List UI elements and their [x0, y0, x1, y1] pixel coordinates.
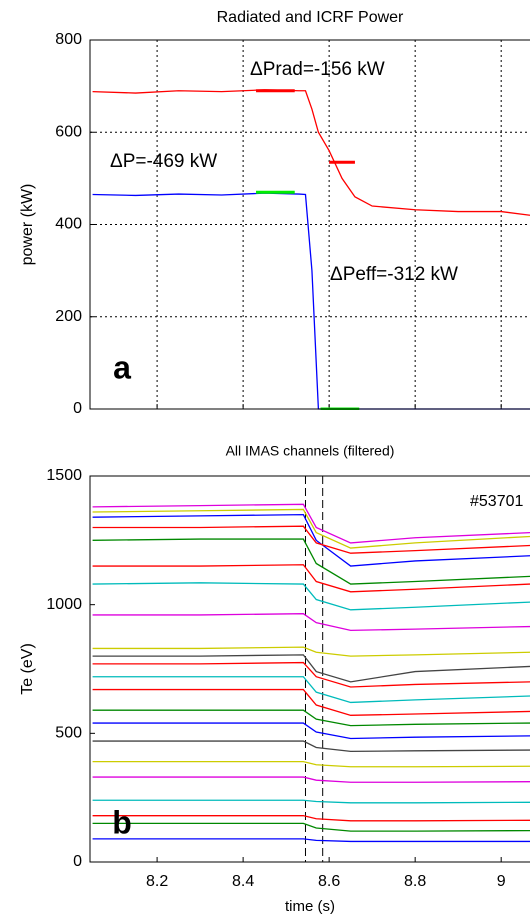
x-tick-label: 8.8 — [404, 873, 426, 890]
y-tick-label: 0 — [73, 400, 82, 417]
series-line — [92, 760, 530, 768]
plot-area — [92, 476, 530, 862]
chart-title: All IMAS channels (filtered) — [226, 443, 395, 459]
series-line — [92, 538, 530, 585]
plot-frame — [89, 39, 530, 410]
panel-label: a — [113, 349, 131, 385]
series-line — [92, 722, 530, 740]
series-line — [92, 676, 530, 704]
y-tick-label: 200 — [55, 308, 82, 325]
series-line — [92, 89, 530, 216]
y-tick-label: 0 — [73, 853, 82, 870]
series-line — [92, 838, 530, 843]
plot-frame — [89, 475, 530, 863]
x-tick-label: 8.2 — [146, 873, 168, 890]
series-line — [92, 192, 530, 410]
series-line — [92, 503, 530, 544]
y-axis-label: power (kW) — [19, 184, 36, 266]
series-line — [92, 564, 530, 593]
legend-label: ΔP=-469 kW — [110, 151, 217, 172]
series-line — [92, 709, 530, 727]
y-tick-label: 1500 — [46, 467, 82, 484]
series-line — [92, 613, 530, 632]
y-tick-label: 600 — [55, 123, 82, 140]
y-axis-label: Te (eV) — [19, 643, 36, 695]
panel-label: b — [112, 804, 132, 840]
x-tick-label: 9 — [497, 873, 506, 890]
y-tick-label: 500 — [55, 725, 82, 742]
series-line — [92, 776, 530, 783]
series-line — [92, 740, 530, 752]
x-tick-label: 8.4 — [232, 873, 254, 890]
x-tick-label: 8.6 — [318, 873, 340, 890]
series-line — [92, 815, 530, 822]
series-line — [92, 688, 530, 716]
series-line — [92, 661, 530, 688]
series-line — [92, 654, 530, 683]
y-tick-label: 1000 — [46, 596, 82, 613]
series-line — [92, 799, 530, 804]
y-tick-label: 400 — [55, 216, 82, 233]
annotation: #53701 — [470, 493, 523, 510]
series-line — [92, 582, 530, 611]
plot-area — [92, 89, 530, 410]
y-tick-label: 800 — [55, 31, 82, 48]
series-line — [92, 822, 530, 832]
annotation: ΔPeff=-312 kW — [330, 264, 458, 285]
series-line — [92, 646, 530, 657]
series-line — [92, 513, 530, 567]
series-line — [92, 525, 530, 554]
x-axis-label: time (s) — [285, 898, 335, 915]
chart-title: Radiated and ICRF Power — [217, 9, 404, 26]
legend-label: ΔPrad=-156 kW — [250, 59, 385, 80]
series-line — [92, 508, 530, 549]
